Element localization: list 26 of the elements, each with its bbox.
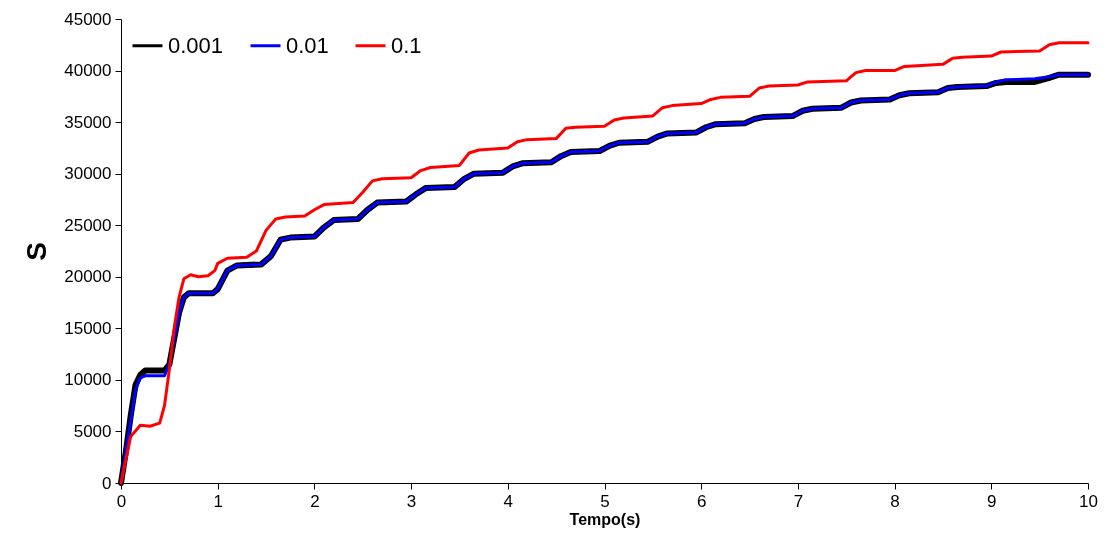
y-tick-label: 30000 [64, 164, 112, 184]
legend-label: 0.01 [286, 32, 329, 58]
x-tick-label: 8 [890, 491, 900, 511]
x-tick-label: 7 [793, 491, 804, 511]
y-tick-label: 25000 [64, 215, 112, 235]
x-tick-label: 10 [1079, 491, 1098, 511]
x-tick-label: 1 [213, 491, 223, 511]
x-tick-label: 3 [406, 491, 417, 511]
x-tick-label: 9 [987, 491, 997, 511]
x-axis-title: Tempo(s) [569, 510, 641, 528]
x-tick-label: 0 [116, 491, 127, 511]
y-tick-label: 45000 [64, 9, 112, 29]
x-tick-label: 4 [503, 491, 514, 511]
y-tick-label: 35000 [64, 112, 112, 132]
y-tick-label: 15000 [64, 318, 112, 338]
x-tick-label: 2 [310, 491, 320, 511]
y-tick-label: 20000 [64, 267, 112, 287]
y-tick-label: 10000 [64, 370, 112, 390]
x-tick-label: 5 [600, 491, 610, 511]
y-tick-label: 5000 [73, 421, 112, 441]
y-tick-label: 0 [102, 473, 112, 493]
legend-label: 0.001 [168, 32, 224, 58]
y-tick-label: 40000 [64, 61, 112, 81]
x-tick-label: 6 [696, 491, 707, 511]
y-axis-title: S [21, 242, 53, 261]
legend-label: 0.1 [391, 32, 422, 58]
